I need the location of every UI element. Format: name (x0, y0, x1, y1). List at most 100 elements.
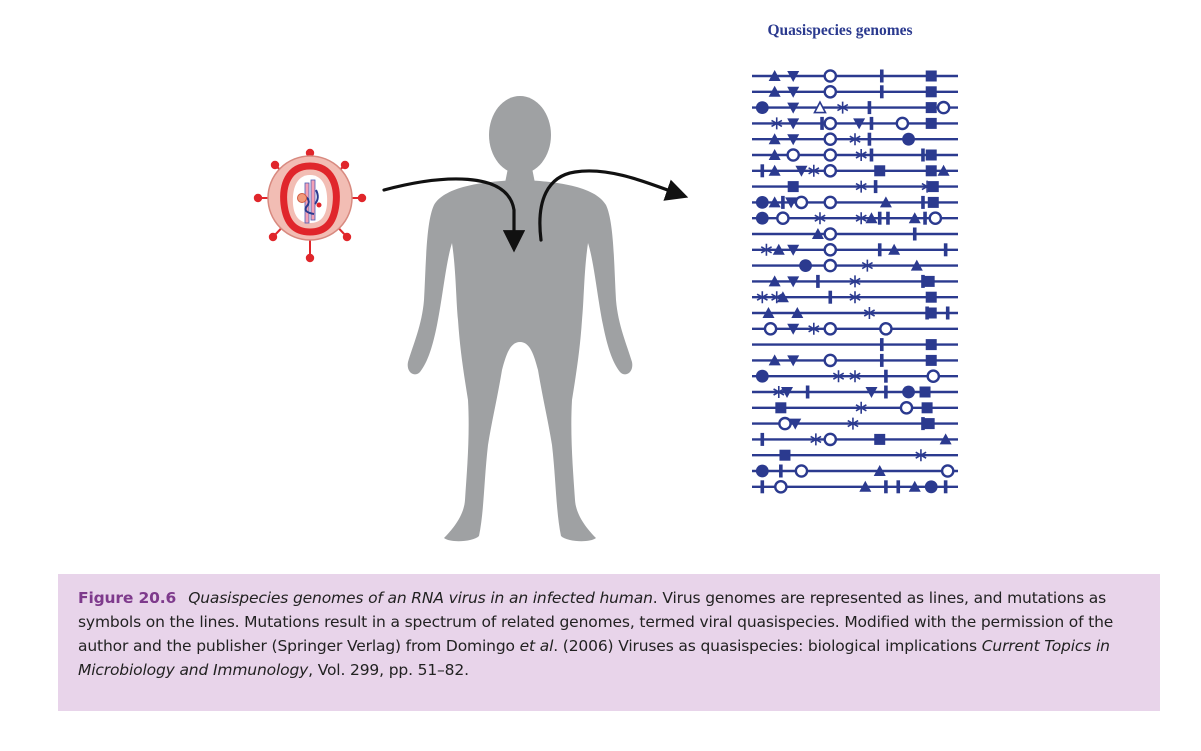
mutation-bar (820, 116, 824, 130)
mutation-asterisk (756, 291, 768, 304)
mutation-open-circle (776, 211, 790, 225)
mutation-triangle-up (791, 307, 804, 318)
mutation-open-circle (928, 211, 943, 225)
mutation-bar (945, 306, 950, 320)
mutation-square (925, 70, 937, 82)
mutation-triangle-up (859, 480, 872, 492)
mutation-triangle-down (787, 71, 800, 82)
figure-caption: Figure 20.6 Quasispecies genomes of an RN… (78, 586, 1140, 682)
mutation-triangle-down (787, 276, 800, 288)
mutation-triangle-down (781, 387, 794, 398)
mutation-bar (921, 274, 925, 288)
mutation-square (925, 86, 937, 98)
mutation-open-circle (763, 321, 778, 336)
genome-line (752, 132, 958, 146)
genome-line (752, 258, 958, 273)
mutation-triangle-down (787, 244, 800, 256)
mutation-bar (779, 464, 783, 478)
mutation-bar (921, 417, 925, 431)
mutation-bar (879, 85, 884, 99)
genome-line (752, 353, 958, 368)
mutation-bar (943, 243, 948, 257)
arrow-out-of-host (538, 169, 689, 242)
mutation-asterisk (849, 370, 861, 383)
mutation-asterisk (861, 259, 873, 272)
mutation-square (925, 307, 937, 319)
panel-title: Quasispecies genomes (767, 22, 913, 39)
mutation-bar (923, 211, 927, 225)
mutation-triangle-up (908, 212, 921, 224)
mutation-asterisk (808, 322, 820, 335)
mutation-open-circle (794, 195, 809, 210)
virus-particle (253, 148, 367, 263)
mutation-open-circle (823, 353, 838, 368)
virus-capsid-inner (292, 175, 328, 223)
mutation-filled-circle (902, 385, 915, 399)
mutation-bar (760, 432, 765, 446)
infection-arrows (382, 169, 689, 253)
mutation-square (925, 102, 937, 114)
mutation-square (927, 181, 939, 193)
genome-line (752, 69, 958, 83)
mutation-open-circle (926, 369, 941, 384)
mutation-bar (867, 101, 872, 115)
mutation-bar (896, 480, 901, 494)
mutation-open-circle (778, 416, 792, 431)
quasispecies-diagram (253, 69, 958, 542)
mutation-open-circle (895, 116, 910, 131)
mutation-square (779, 449, 791, 461)
arrow-into-host (382, 177, 526, 253)
mutation-open-circle (823, 195, 838, 210)
mutation-open-circle (940, 464, 955, 478)
genome-line (752, 148, 958, 162)
mutation-triangle-down (865, 387, 878, 398)
mutation-triangle-up (873, 465, 886, 476)
mutation-filled-circle (755, 464, 769, 478)
mutation-triangle-down (787, 323, 800, 335)
caption-text: Quasispecies genomes of an RNA virus in … (78, 589, 1113, 679)
mutation-square (923, 275, 935, 287)
mutation-bar (828, 290, 833, 304)
mutation-square (925, 339, 937, 351)
mutation-bar (884, 480, 888, 494)
mutation-asterisk (863, 307, 876, 319)
mutation-asterisk (915, 449, 927, 462)
mutation-open-circle (794, 464, 809, 478)
mutation-square (921, 402, 933, 414)
mutation-open-circle (823, 116, 838, 131)
mutation-square (925, 117, 937, 129)
mutation-triangle-up (768, 275, 781, 287)
mutation-asterisk (855, 401, 867, 414)
mutation-triangle-up (772, 243, 785, 255)
mutation-open-circle (774, 479, 788, 494)
mutation-open-circle (823, 163, 838, 178)
genome-line (752, 400, 958, 415)
mutation-asterisk (849, 133, 861, 146)
mutation-open-circle (823, 258, 838, 273)
caption-segment: Quasispecies genomes of an RNA virus in … (188, 589, 653, 607)
genome-line (752, 416, 958, 431)
mutation-triangle-up (768, 85, 781, 97)
mutation-square (925, 149, 937, 161)
mutation-triangle-down (785, 197, 798, 209)
genome-line (752, 290, 958, 304)
genome-line (752, 385, 958, 399)
mutation-asterisk (814, 212, 826, 225)
virus-capsid (280, 162, 340, 236)
genome-line (752, 100, 958, 115)
mutation-open-triangle (813, 100, 827, 114)
mutation-bar (943, 480, 948, 494)
genome-line (752, 242, 958, 257)
genome-line (752, 338, 958, 352)
caption-segment: Current Topics in Microbiology and Immun… (78, 637, 1110, 679)
mutation-square (919, 386, 931, 398)
mutation-bar (869, 148, 874, 162)
genome-line (752, 227, 958, 241)
mutation-asterisk (808, 164, 820, 177)
mutation-filled-circle (755, 101, 769, 114)
genome-line (752, 479, 958, 494)
mutation-bar (867, 132, 872, 146)
caption-segment: . Virus genomes are represented as lines… (78, 589, 1114, 655)
mutation-open-circle (823, 69, 838, 83)
mutation-open-circle (823, 85, 838, 99)
